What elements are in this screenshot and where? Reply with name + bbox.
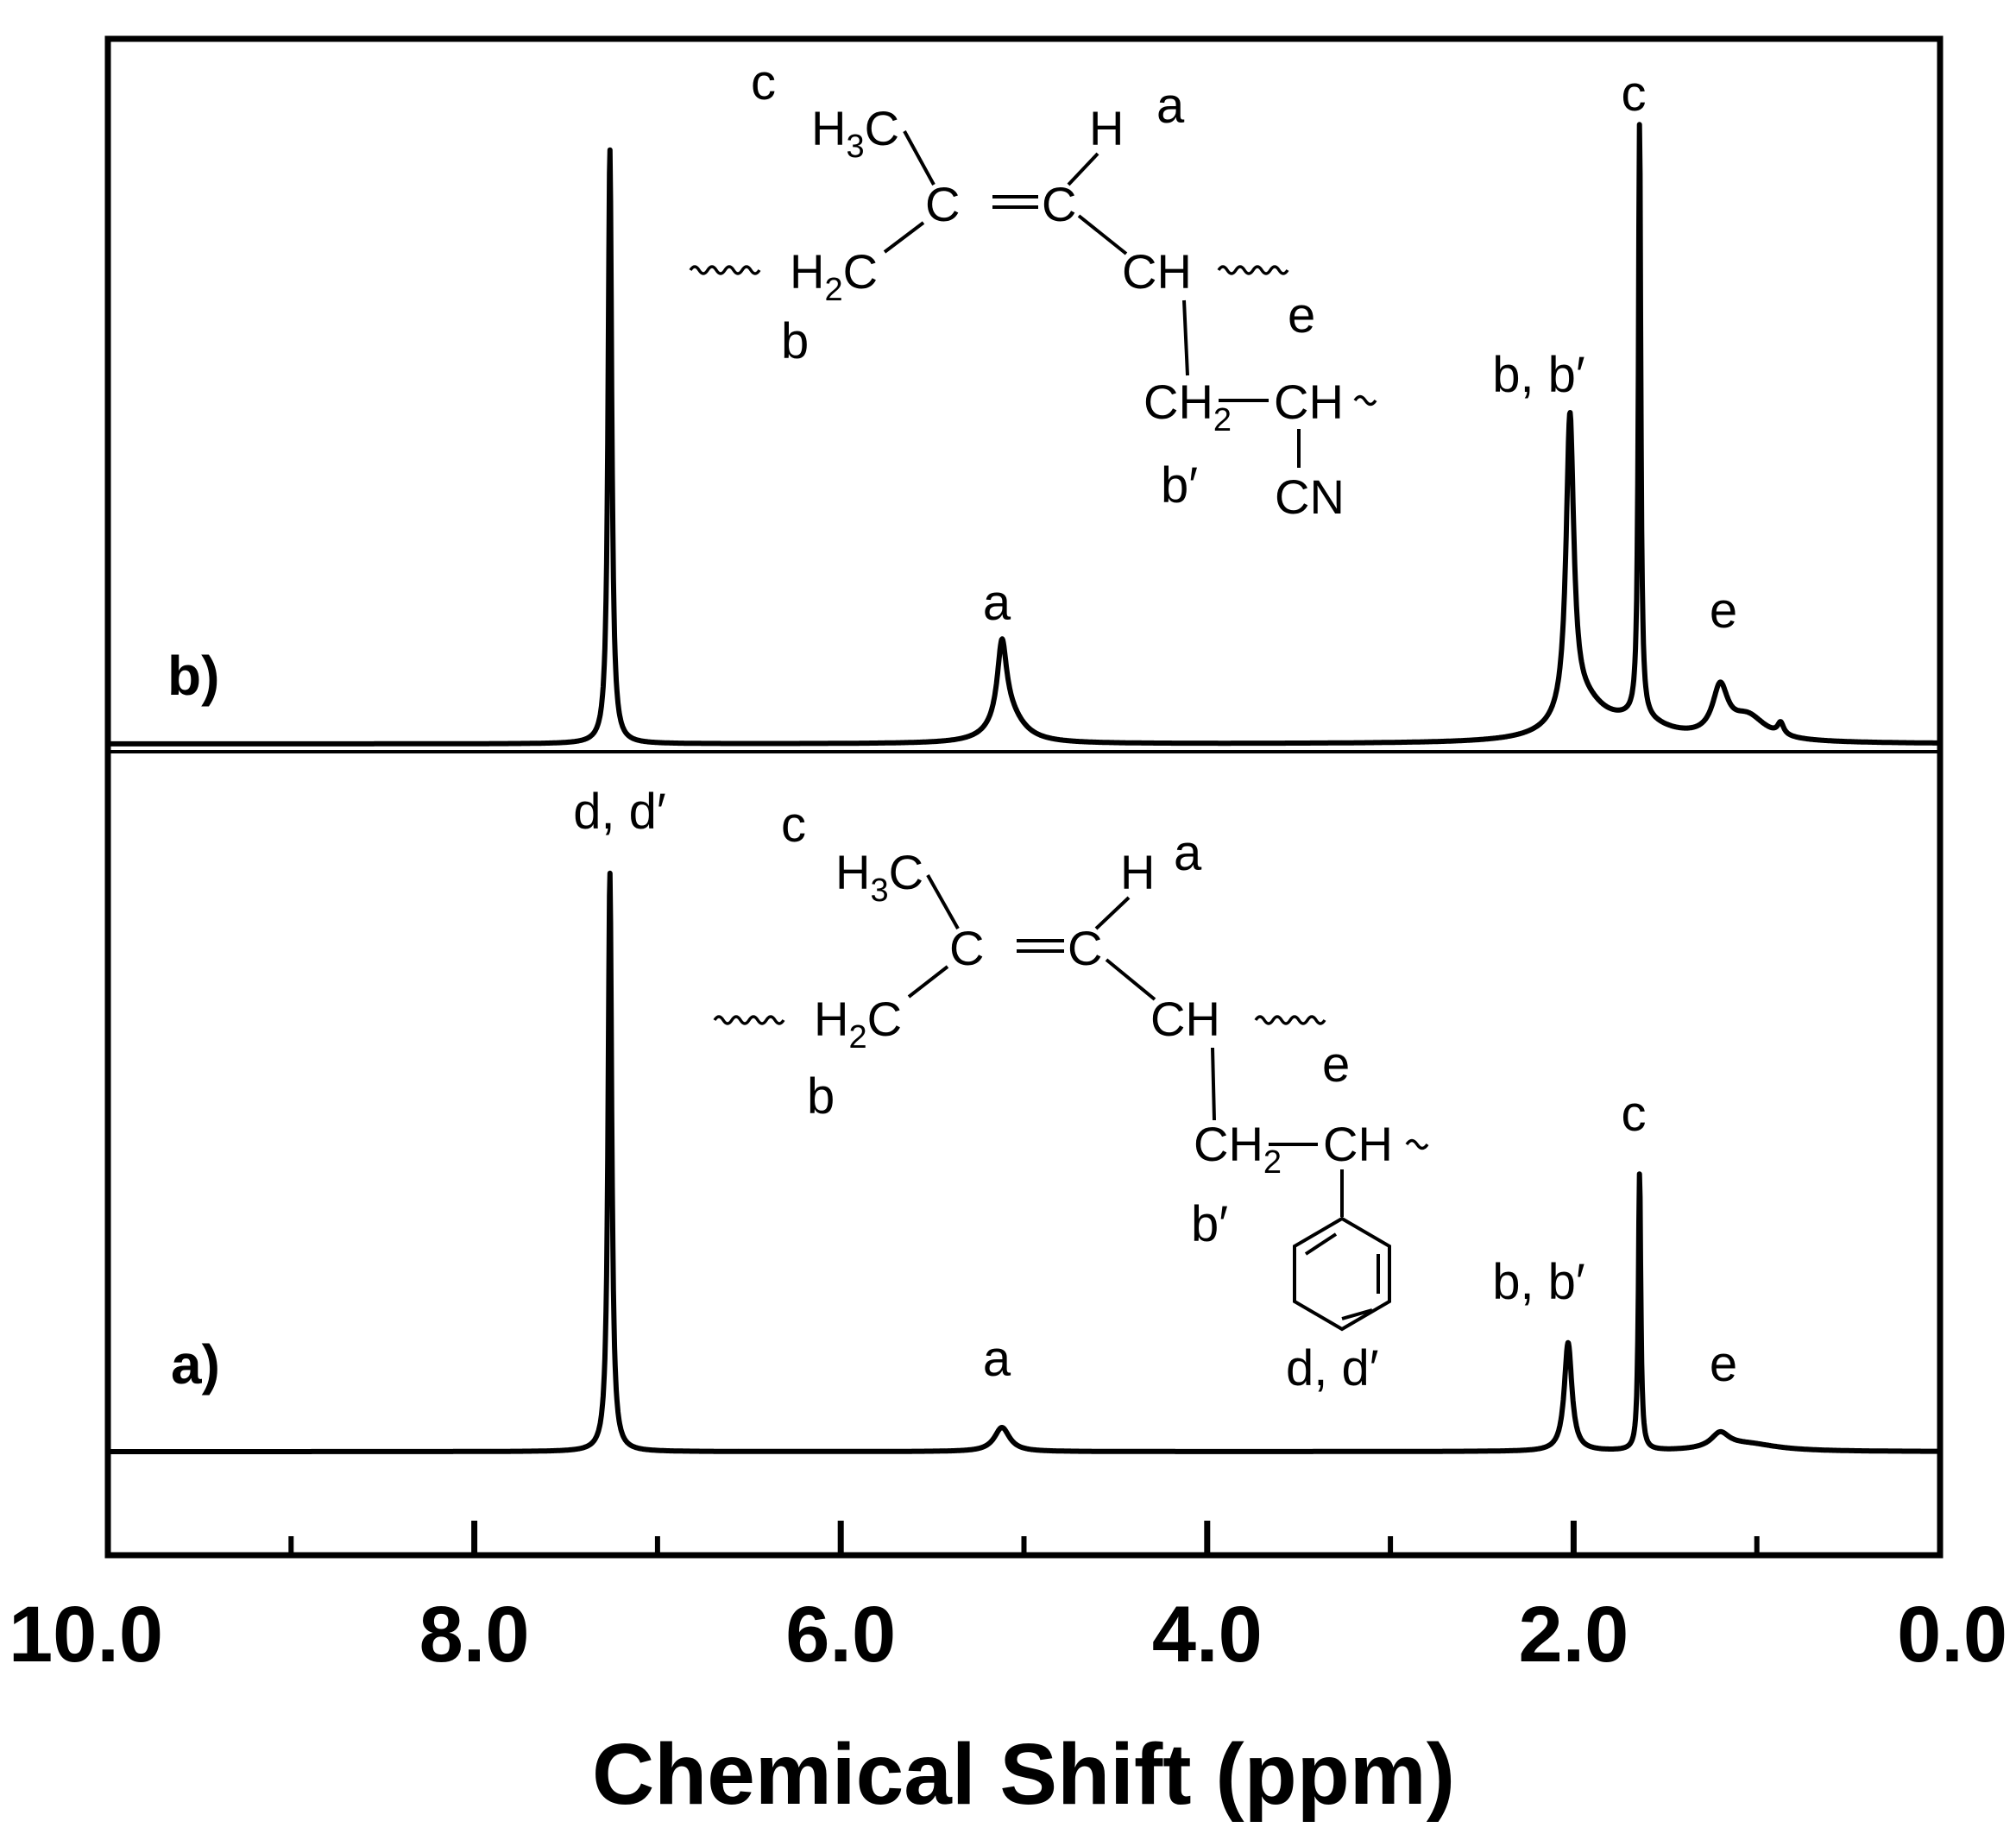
struct-a-h: H [1120, 845, 1155, 899]
peak-label-a-c: c [1622, 1086, 1647, 1142]
peak-label-b-c: c [1622, 66, 1647, 122]
bond [1094, 896, 1131, 930]
peak-label-b-bb: b, b′ [1492, 347, 1585, 403]
struct-a-c2: C [1068, 921, 1102, 975]
struct-b-label-e: e [1288, 287, 1315, 343]
x-tick-label: 10.0 [9, 1591, 163, 1679]
struct-a-h3c: H3C [835, 845, 923, 909]
spectrum-line-b [105, 122, 1943, 747]
peak-label-a-e: e [1710, 1336, 1737, 1392]
struct-a-ch-e: CH [1323, 1117, 1393, 1171]
struct-a-label-c: c [781, 797, 806, 853]
struct-b-ch2: CH2 [1143, 375, 1232, 438]
struct-b-c2: C [1042, 177, 1076, 231]
struct-a-h2c: H2C [814, 992, 902, 1055]
bond [1077, 214, 1128, 255]
struct-a-label-e: e [1322, 1037, 1350, 1093]
peak-label-a-a: a [983, 1331, 1011, 1387]
struct-a-label-bp: b′ [1191, 1196, 1228, 1252]
benzene-ring-icon [1293, 1216, 1391, 1332]
x-axis-title: Chemical Shift (ppm) [592, 1726, 1455, 1823]
bond [1105, 958, 1156, 1001]
plot-frame [104, 35, 1944, 1559]
x-tick-label: 2.0 [1518, 1591, 1629, 1679]
structure-a: c H3C H a C C H2C CH b e CH2 CH b′ d, d′ [713, 797, 1429, 1396]
wavy-bond [1217, 265, 1289, 275]
struct-b-ch-e: CH [1274, 375, 1344, 429]
struct-a-label-a: a [1174, 825, 1202, 881]
struct-a-label-b: b [807, 1068, 835, 1125]
struct-a-c1: C [949, 921, 984, 975]
struct-b-c1: C [925, 177, 960, 231]
x-tick-label: 0.0 [1897, 1591, 2007, 1679]
peak-label-a-bb: b, b′ [1492, 1254, 1585, 1310]
wavy-bond [1254, 1015, 1326, 1025]
struct-b-h2c: H2C [790, 244, 878, 308]
struct-b-h3c: H3C [811, 101, 899, 165]
x-tick-label: 4.0 [1152, 1591, 1263, 1679]
x-axis-tick-labels: 10.0 8.0 6.0 4.0 2.0 0.0 [9, 1591, 2007, 1679]
peak-label-b-a: a [983, 575, 1011, 631]
struct-b-label-bp: b′ [1161, 457, 1198, 514]
bond [903, 130, 936, 186]
bond [1211, 1047, 1216, 1121]
peak-label-a-dd: d, d′ [573, 784, 666, 840]
wavy-bond [713, 1015, 785, 1025]
wavy-bond [1353, 394, 1377, 406]
panel-label-a: a) [171, 1333, 220, 1396]
struct-a-label-dd: d, d′ [1286, 1340, 1379, 1396]
struct-b-label-a: a [1156, 78, 1185, 134]
x-axis-ticks [288, 1521, 1760, 1555]
wavy-bond [1405, 1138, 1429, 1150]
struct-b-cn: CN [1275, 469, 1345, 524]
struct-b-label-b: b [781, 313, 809, 369]
structure-b: c H3C H a C C H2C CH b e CH2 CH b′ CN [689, 54, 1377, 524]
bond [1067, 152, 1099, 186]
panel-label-b: b) [167, 645, 219, 707]
spectrum-line-a [105, 870, 1943, 1454]
wavy-bond [689, 265, 761, 275]
x-tick-label: 6.0 [785, 1591, 896, 1679]
bond [926, 874, 960, 929]
bond [883, 221, 925, 254]
x-tick-label: 8.0 [419, 1591, 530, 1679]
bond [907, 965, 949, 999]
struct-b-label-c: c [751, 54, 776, 110]
bond [1182, 299, 1189, 376]
struct-b-ch: CH [1122, 244, 1192, 299]
struct-b-h: H [1089, 101, 1124, 155]
peak-label-b-e: e [1710, 583, 1737, 639]
struct-a-ch2: CH2 [1194, 1117, 1282, 1181]
struct-a-ch: CH [1150, 992, 1220, 1046]
